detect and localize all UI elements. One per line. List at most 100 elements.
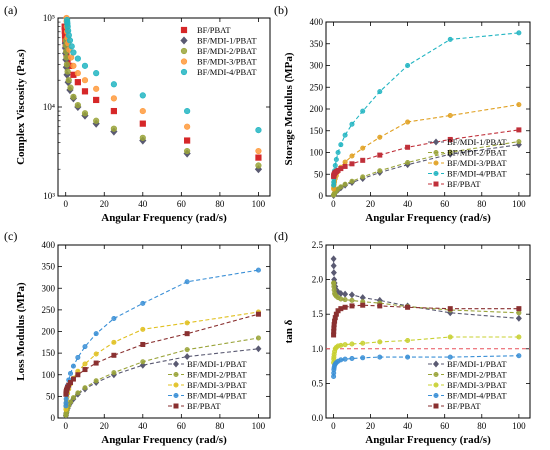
y-tick-label: 0 [51,413,56,423]
series-BF/MDI-2/PBAT [62,37,262,169]
panel-2: (b) 0 20 40 60 80 100 0 50 100 150 200 250 300 350 400 A… [274,3,531,224]
data-point [338,166,344,172]
data-point [140,300,146,306]
data-point [70,363,76,369]
x-tick-label: 80 [477,421,487,431]
data-point [184,107,191,115]
data-point [140,341,146,347]
x-axis-title: Angular Frequency (rad/s) [101,434,227,446]
data-point [70,376,76,382]
y-tick-label: 0.5 [312,378,324,388]
legend-entry: BF/MDI-4/PBAT [428,169,507,179]
data-point [68,43,75,50]
legend-marker [433,138,439,146]
legend-entry: BF/MDI-2/PBAT [168,370,247,380]
data-point [111,352,117,358]
data-point [82,361,88,367]
y-tick-label: 0.0 [312,413,324,423]
data-point [405,337,411,343]
data-point [184,279,190,285]
data-point [140,359,146,365]
data-point [74,70,81,77]
legend-entry: BF/MDI-2/PBAT [428,370,507,380]
data-point [139,120,146,127]
data-point [447,334,453,340]
y-tick-label: 200 [310,104,324,114]
legend-marker [173,371,179,377]
data-point [342,290,349,298]
legend-label: BF/PBAT [197,25,231,35]
panel-3: (c) 0 20 40 60 80 100 0 50 100 150 200 250 300 350 400 A… [4,229,271,446]
y-tick-label: 250 [310,82,324,92]
data-point [338,184,344,190]
data-point [447,354,453,360]
legend-marker [173,382,179,388]
series-line [333,282,519,314]
data-point [516,306,522,312]
data-point [70,395,76,401]
legend-entry: BF/PBAT [168,401,221,411]
legend-label: BF/MDI-2/PBAT [447,370,507,380]
data-point [342,297,348,303]
data-point [64,68,71,75]
y-tick-label: 10⁴ [43,102,55,112]
data-point [377,134,383,140]
y-axis-title: tan δ [283,319,295,343]
y-axis-title: Complex Viscosity (Pa.s) [15,49,27,165]
data-point [66,37,74,44]
legend-marker [433,171,439,177]
y-tick-label: 50 [314,169,324,179]
data-point [342,342,348,348]
data-point [93,85,100,92]
legend-label: BF/MDI-3/PBAT [447,380,507,390]
data-point [338,357,344,363]
data-point [360,340,366,346]
data-point [516,310,522,316]
x-tick-label: 100 [252,421,266,431]
data-point [81,62,89,69]
data-point [338,296,344,302]
legend-entry: BF/MDI-1/PBAT [428,137,507,147]
data-point [184,147,191,155]
data-point [139,134,146,141]
legend-label: BF/PBAT [187,401,221,411]
data-point [67,84,74,91]
data-point [255,335,261,341]
series-BF/MDI-4/PBAT [331,353,522,379]
legend-marker [433,160,439,166]
data-point [255,127,262,134]
data-point [75,372,81,378]
legend-marker [433,382,439,388]
y-tick-label: 100 [42,370,56,380]
legend-marker [433,403,439,409]
y-tick-label: 150 [310,126,324,136]
x-tick-label: 80 [477,199,487,209]
data-point [70,49,77,56]
data-point [342,159,348,165]
data-point [70,62,77,69]
data-point [515,314,522,322]
x-tick-label: 0 [331,199,336,209]
data-point [110,81,117,88]
panel-letter: (b) [274,3,288,17]
data-point [405,160,411,166]
y-tick-label: 150 [42,348,56,358]
legend-entry: BF/MDI-2/PBAT [428,148,507,158]
legend-entry: BF/MDI-3/PBAT [180,57,257,67]
data-point [81,110,89,117]
data-point [93,70,100,77]
data-point [82,385,88,391]
legend-label: BF/MDI-2/PBAT [187,370,247,380]
x-axis-title: Angular Frequency (rad/s) [101,212,227,224]
y-tick-label: 300 [310,61,324,71]
series-BF/PBAT [331,302,522,338]
y-tick-label: 2.0 [312,275,324,285]
data-point [516,102,522,108]
x-tick-label: 40 [138,421,148,431]
data-point [338,306,344,312]
legend-label: BF/MDI-4/PBAT [187,391,247,401]
legend-marker [433,360,439,368]
y-tick-label: 1.5 [312,309,324,319]
data-point [68,399,74,405]
